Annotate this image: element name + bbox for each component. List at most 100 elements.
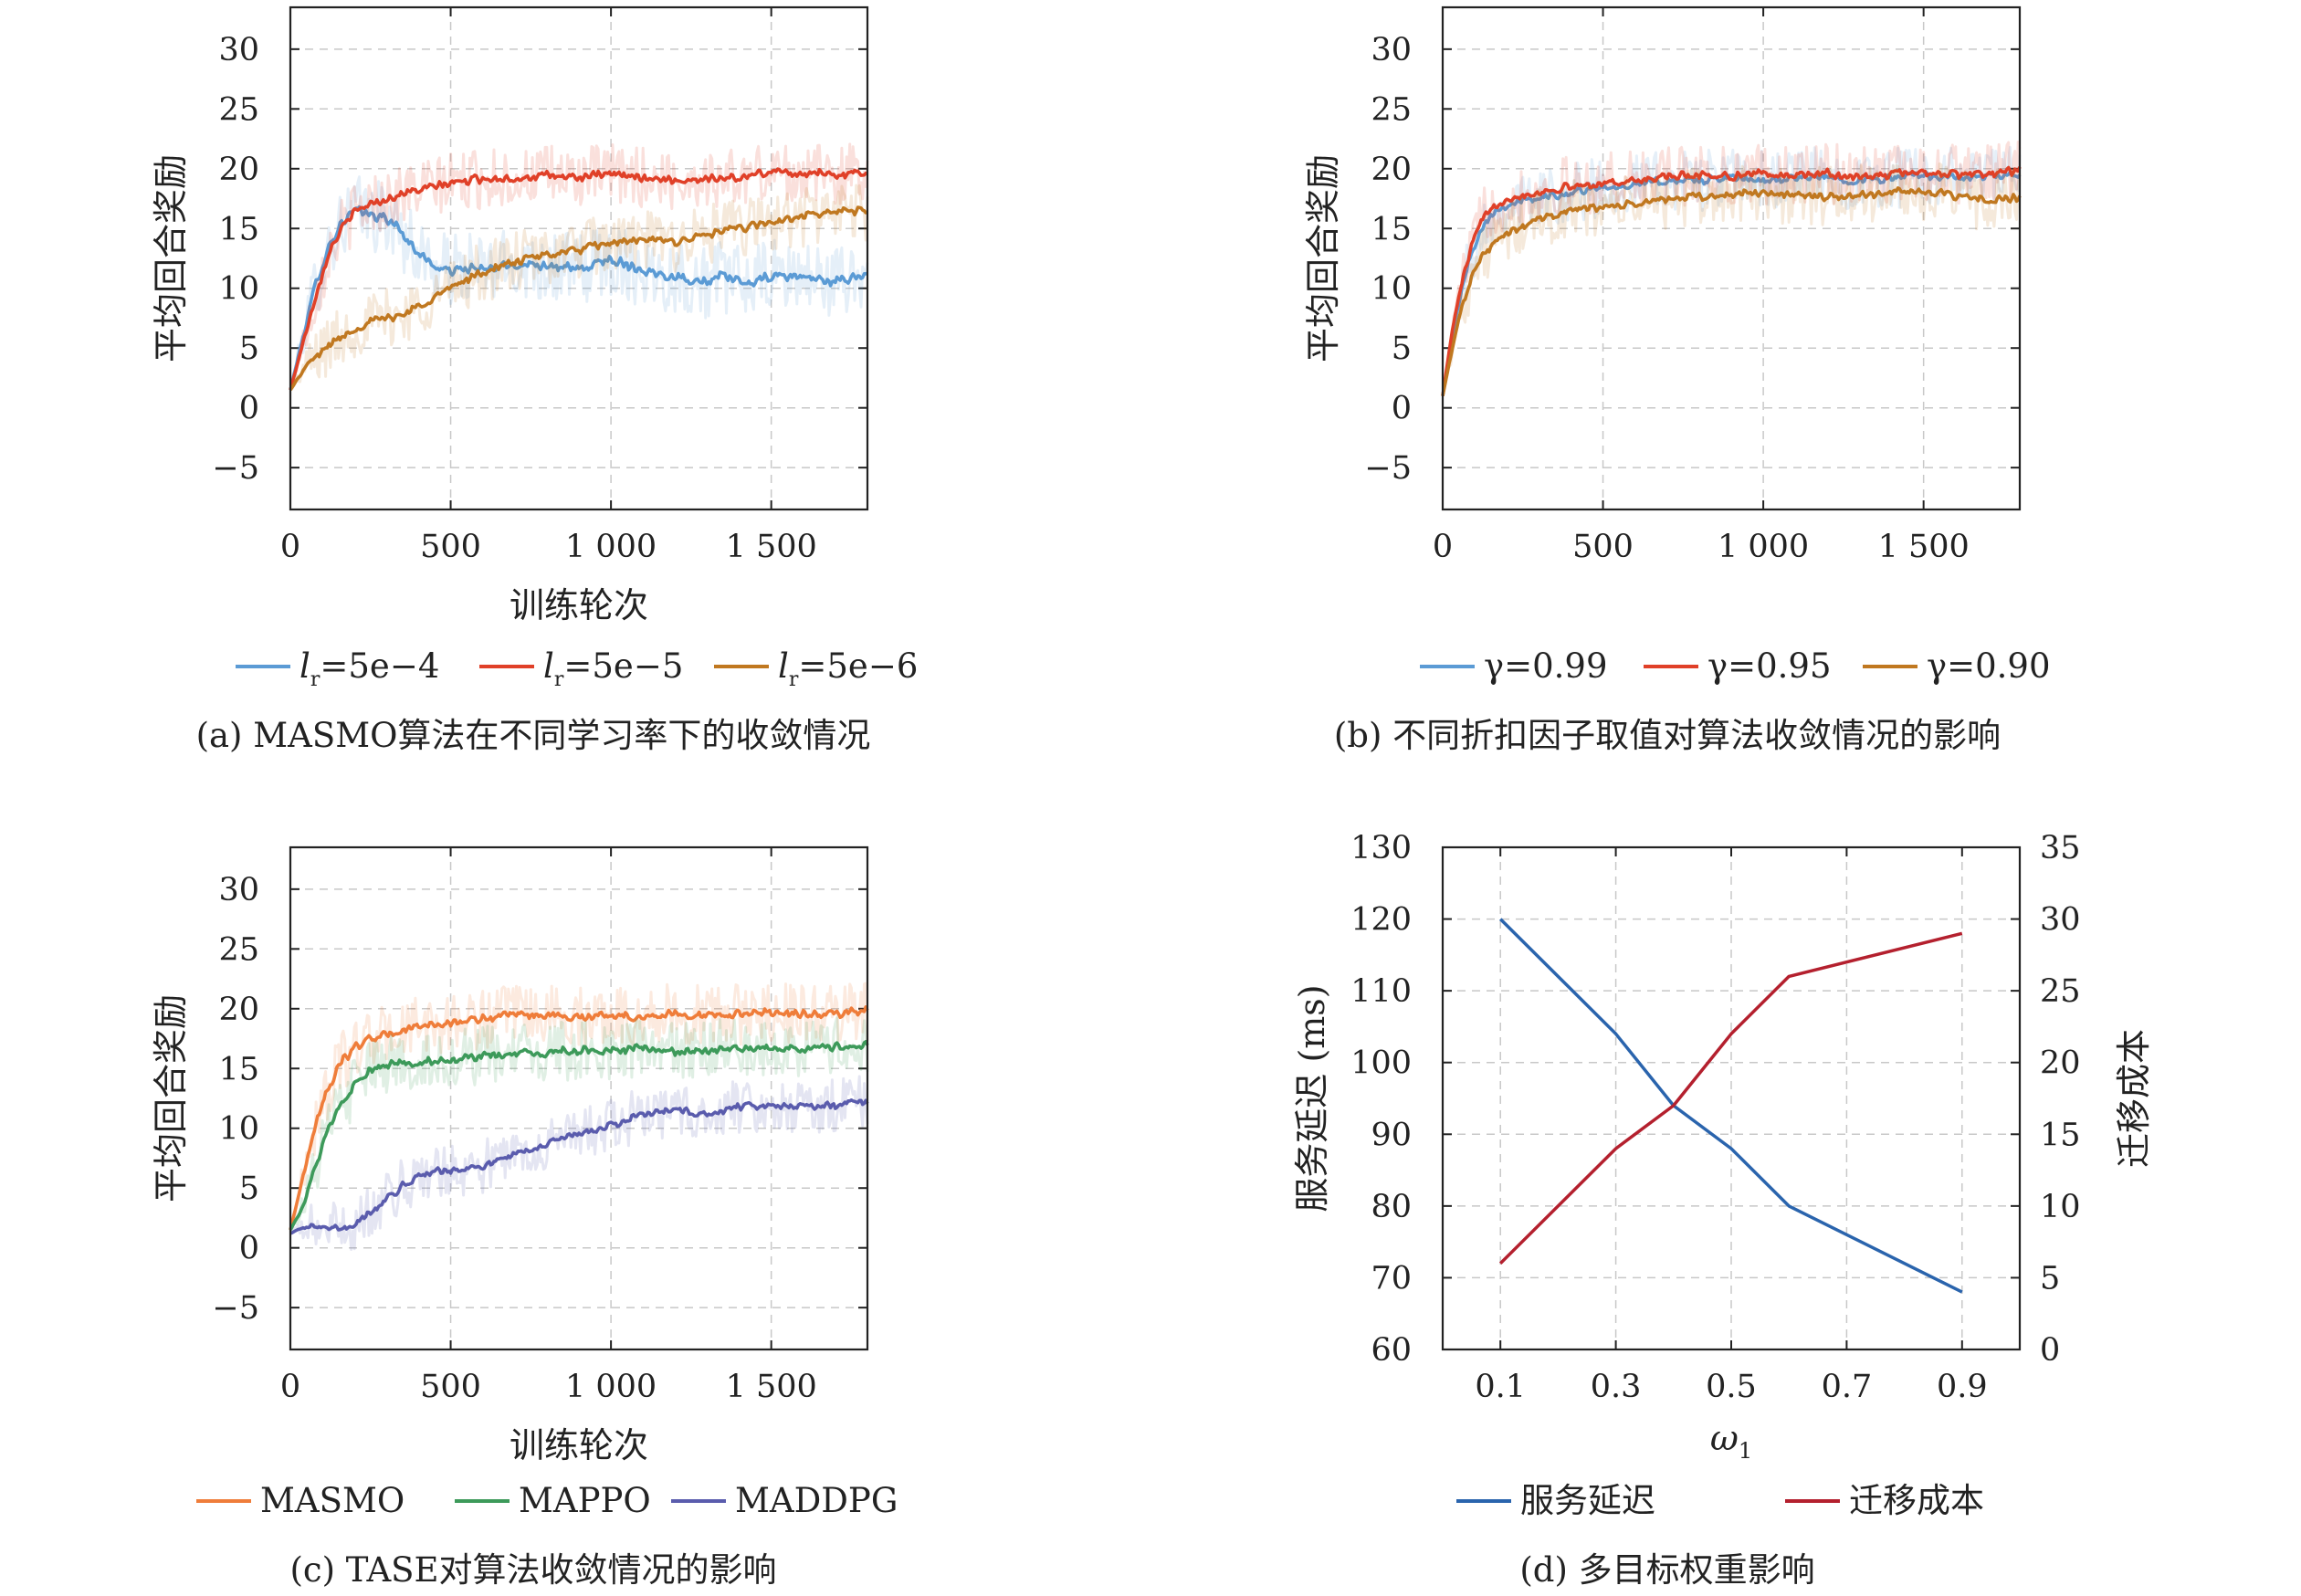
y-tick-label: 80 bbox=[1371, 1189, 1412, 1225]
x-tick-label: 500 bbox=[1572, 529, 1634, 565]
axes-frame bbox=[289, 5, 869, 511]
x-axis-label: 训练轮次 bbox=[510, 585, 648, 625]
legend-label-0: γ=0.99 bbox=[1484, 646, 1608, 686]
y-axis-label: 平均回合奖励 bbox=[1303, 154, 1343, 362]
axes-frame bbox=[1441, 5, 2022, 511]
y-tick-label: 10 bbox=[218, 271, 259, 308]
chart-caption: (b) 不同折扣因子取值对算法收敛情况的影响 bbox=[1334, 716, 2001, 755]
x-tick-label: 0.9 bbox=[1937, 1369, 1988, 1405]
chart-panel-b: 0 500 1 000 1 500 −5 0 5 10 15 20 25 30 平均回合奖励 γ=0.99… bbox=[1303, 5, 2051, 755]
y-tick-label: 70 bbox=[1371, 1260, 1412, 1297]
legend-label-2: lr=5e−6 bbox=[778, 646, 918, 691]
legend-label-subscript: r bbox=[789, 668, 799, 691]
series-raw-0 bbox=[289, 982, 869, 1231]
chart-panel-d: 0.1 0.3 0.5 0.7 0.96070809010011012013005101… bbox=[1292, 830, 2154, 1590]
series-raw-2 bbox=[1441, 162, 2022, 396]
legend-label-0: MASMO bbox=[260, 1481, 405, 1520]
y-tick-label: 20 bbox=[218, 152, 259, 188]
y-tick-label: 15 bbox=[218, 211, 259, 247]
y-tick-label: 100 bbox=[1350, 1045, 1412, 1082]
x-tick-label: 0.7 bbox=[1822, 1369, 1873, 1405]
chart-caption: (c) TASE对算法收敛情况的影响 bbox=[289, 1550, 776, 1590]
y-tick-label: 20 bbox=[1371, 152, 1412, 188]
y-tick-label: 15 bbox=[1371, 211, 1412, 247]
y-right-tick-label: 25 bbox=[2040, 973, 2081, 1010]
y-tick-label: 0 bbox=[239, 1231, 259, 1267]
chart-panel-c: 0 500 1 000 1 500 −5 0 5 10 15 20 25 30 训练轮次 平均回合奖励 MA… bbox=[151, 845, 898, 1590]
x-axis-label-subscript: 1 bbox=[1739, 1438, 1752, 1464]
series-line-2 bbox=[289, 205, 868, 392]
series-line-1 bbox=[289, 167, 868, 391]
x-axis-label: 训练轮次 bbox=[510, 1425, 648, 1465]
series-line-0 bbox=[289, 1005, 869, 1231]
x-tick-label: 1 000 bbox=[1718, 529, 1809, 565]
series-raw-1 bbox=[289, 142, 869, 391]
y-tick-label: 25 bbox=[1371, 91, 1412, 128]
series-line-service-delay bbox=[1498, 918, 1963, 1294]
x-tick-label: 1 500 bbox=[726, 529, 817, 565]
x-tick-label: 1 500 bbox=[726, 1369, 817, 1405]
legend-label-1: MAPPO bbox=[519, 1481, 651, 1520]
series-line-1 bbox=[1441, 165, 2022, 396]
y-tick-label: 30 bbox=[218, 32, 259, 68]
y-right-tick-label: 15 bbox=[2040, 1117, 2081, 1153]
axes-frame bbox=[1441, 845, 2022, 1351]
series-line-2 bbox=[289, 1098, 869, 1235]
x-axis-label: ω1 bbox=[1710, 1418, 1752, 1464]
series-line-0 bbox=[1441, 170, 2022, 396]
chart-panel-a: 0 500 1 000 1 500−5051015202530训练轮次平均回合奖励lr… bbox=[151, 5, 918, 755]
x-tick-label: 0.1 bbox=[1475, 1369, 1526, 1405]
legend-label-0: 服务延迟 bbox=[1520, 1481, 1655, 1520]
series-line-2 bbox=[1441, 186, 2022, 396]
series-raw-1 bbox=[1441, 141, 2022, 396]
y-tick-label: 30 bbox=[1371, 32, 1412, 68]
y-tick-label: 5 bbox=[239, 331, 259, 367]
y-right-tick-label: 0 bbox=[2040, 1332, 2060, 1369]
legend-label-1: lr=5e−5 bbox=[543, 646, 683, 691]
y-right-tick-label: 35 bbox=[2040, 830, 2081, 866]
series-raw-2 bbox=[289, 184, 869, 392]
y-right-axis-label: 迁移成本 bbox=[2114, 1029, 2154, 1168]
y-tick-label: 120 bbox=[1350, 902, 1412, 939]
y-axis-label: 服务延迟 (ms) bbox=[1292, 984, 1332, 1212]
x-tick-label: 1 500 bbox=[1878, 529, 1970, 565]
chart-caption: (a) MASMO算法在不同学习率下的收敛情况 bbox=[196, 716, 871, 755]
series-line-0 bbox=[289, 205, 868, 391]
legend-label-var: l bbox=[543, 646, 554, 686]
legend-label-0: lr=5e−4 bbox=[299, 646, 439, 691]
y-tick-label: 15 bbox=[218, 1051, 259, 1087]
series-raw-1 bbox=[289, 1016, 869, 1232]
y-tick-label: −5 bbox=[212, 1290, 259, 1327]
x-tick-label: 1 000 bbox=[565, 529, 657, 565]
y-tick-label: −5 bbox=[1364, 450, 1412, 487]
y-right-tick-label: 10 bbox=[2040, 1189, 2081, 1225]
x-tick-label: 500 bbox=[420, 529, 481, 565]
y-right-tick-label: 30 bbox=[2040, 902, 2081, 939]
legend-label-subscript: r bbox=[310, 668, 320, 691]
y-tick-label: −5 bbox=[212, 450, 259, 487]
legend-label-1: 迁移成本 bbox=[1849, 1481, 1984, 1520]
y-right-tick-label: 20 bbox=[2040, 1045, 2081, 1082]
x-tick-label: 0 bbox=[280, 1369, 300, 1405]
y-tick-label: 5 bbox=[1392, 331, 1412, 367]
y-tick-label: 25 bbox=[218, 91, 259, 128]
x-tick-label: 0 bbox=[280, 529, 300, 565]
series-line-migration-cost bbox=[1498, 931, 1963, 1265]
y-tick-label: 10 bbox=[218, 1111, 259, 1148]
legend-label-var: l bbox=[778, 646, 789, 686]
y-tick-label: 20 bbox=[218, 992, 259, 1028]
series-raw-0 bbox=[1441, 145, 2022, 396]
y-tick-label: 0 bbox=[239, 391, 259, 427]
y-tick-label: 30 bbox=[218, 872, 259, 908]
series-raw-2 bbox=[289, 1075, 869, 1251]
legend-label-value: =5e−5 bbox=[563, 646, 683, 686]
legend-label-1: γ=0.95 bbox=[1707, 646, 1832, 686]
legend-label-2: MADDPG bbox=[735, 1481, 898, 1520]
y-right-tick-label: 5 bbox=[2040, 1260, 2060, 1297]
legend-label-value: =5e−4 bbox=[320, 646, 439, 686]
y-tick-label: 90 bbox=[1371, 1117, 1412, 1153]
y-tick-label: 60 bbox=[1371, 1332, 1412, 1369]
legend-label-var: l bbox=[299, 646, 310, 686]
legend-label-value: =5e−6 bbox=[798, 646, 918, 686]
x-tick-label: 0.3 bbox=[1591, 1369, 1642, 1405]
